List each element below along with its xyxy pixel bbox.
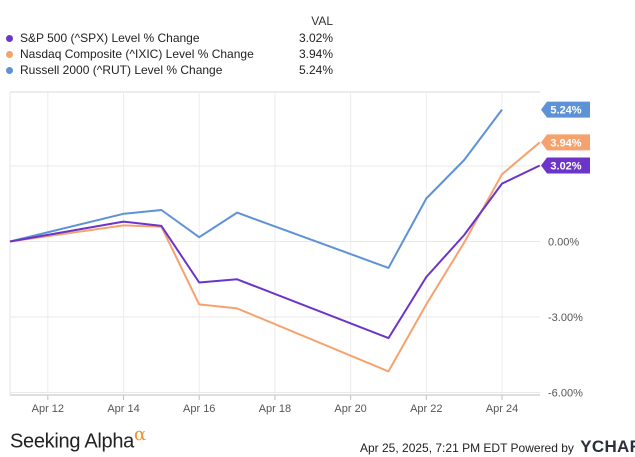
legend-header: VAL	[311, 14, 333, 28]
end-label-0: 3.02%	[541, 157, 590, 174]
x-tick-label: Apr 14	[107, 403, 139, 415]
series-line-2	[9, 108, 503, 269]
x-tick-label: Apr 22	[410, 403, 442, 415]
x-tick-label: Apr 24	[486, 403, 518, 415]
legend-value-rut: 5.24%	[298, 63, 333, 77]
legend-value-spx: 3.02%	[298, 31, 333, 45]
series-line-0	[9, 164, 541, 340]
timestamp: Apr 25, 2025, 7:21 PM EDT	[360, 441, 508, 455]
legend-label-spx: S&P 500 (^SPX) Level % Change	[20, 31, 200, 45]
x-tick-label: Apr 20	[334, 403, 366, 415]
end-label-text: 3.02%	[550, 160, 581, 172]
x-tick-label: Apr 12	[32, 403, 64, 415]
ycharts-logo: YCHARTS	[580, 437, 635, 456]
legend-label-ixic: Nasdaq Composite (^IXIC) Level % Change	[20, 47, 254, 61]
y-tick-label: -6.00%	[548, 388, 583, 400]
end-label-text: 3.94%	[550, 137, 581, 149]
end-label-2: 5.24%	[541, 101, 590, 118]
y-tick-label: 0.00%	[548, 237, 579, 249]
footer-attribution: Apr 25, 2025, 7:21 PM EDT Powered by YCH…	[360, 437, 635, 457]
end-label-badge	[541, 134, 590, 151]
legend-dot-ixic	[6, 51, 13, 58]
x-axis-ticks: Apr 12 Apr 14 Apr 16 Apr 18 Apr 20 Apr 22 Apr …	[32, 403, 519, 415]
x-tick-label: Apr 16	[183, 403, 215, 415]
end-label-badge	[541, 101, 590, 118]
chart-series	[9, 108, 541, 373]
seeking-alpha-logo: Seeking Alphaα	[10, 424, 146, 454]
legend-dot-spx	[6, 35, 13, 42]
end-labels: 3.02% 3.94% 5.24%	[541, 101, 590, 174]
legend-dot-rut	[6, 67, 13, 74]
legend-value-ixic: 3.94%	[298, 47, 333, 61]
end-label-badge	[541, 157, 590, 174]
legend-label-rut: Russell 2000 (^RUT) Level % Change	[20, 63, 223, 77]
x-tick-label: Apr 18	[259, 403, 291, 415]
powered-by-label: Powered by	[510, 441, 574, 455]
end-label-text: 5.24%	[550, 105, 581, 117]
end-label-1: 3.94%	[541, 134, 590, 151]
brand-name: Seeking Alpha	[10, 430, 134, 453]
y-tick-label: -3.00%	[548, 312, 583, 324]
y-axis-ticks: 0.00% -3.00% -6.00%	[548, 237, 583, 400]
gridlines	[9, 91, 540, 400]
alpha-symbol: α	[133, 424, 146, 445]
